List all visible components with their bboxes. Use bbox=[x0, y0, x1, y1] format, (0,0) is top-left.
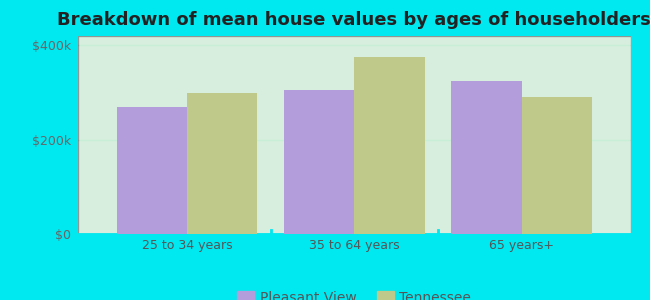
Bar bbox=[451, 81, 522, 234]
Legend: Pleasant View, Tennessee: Pleasant View, Tennessee bbox=[232, 285, 476, 300]
Title: Breakdown of mean house values by ages of householders: Breakdown of mean house values by ages o… bbox=[57, 11, 650, 29]
Bar bbox=[354, 57, 424, 234]
Bar bbox=[116, 107, 187, 234]
Bar bbox=[522, 97, 592, 234]
Bar bbox=[284, 90, 354, 234]
Bar bbox=[187, 93, 257, 234]
